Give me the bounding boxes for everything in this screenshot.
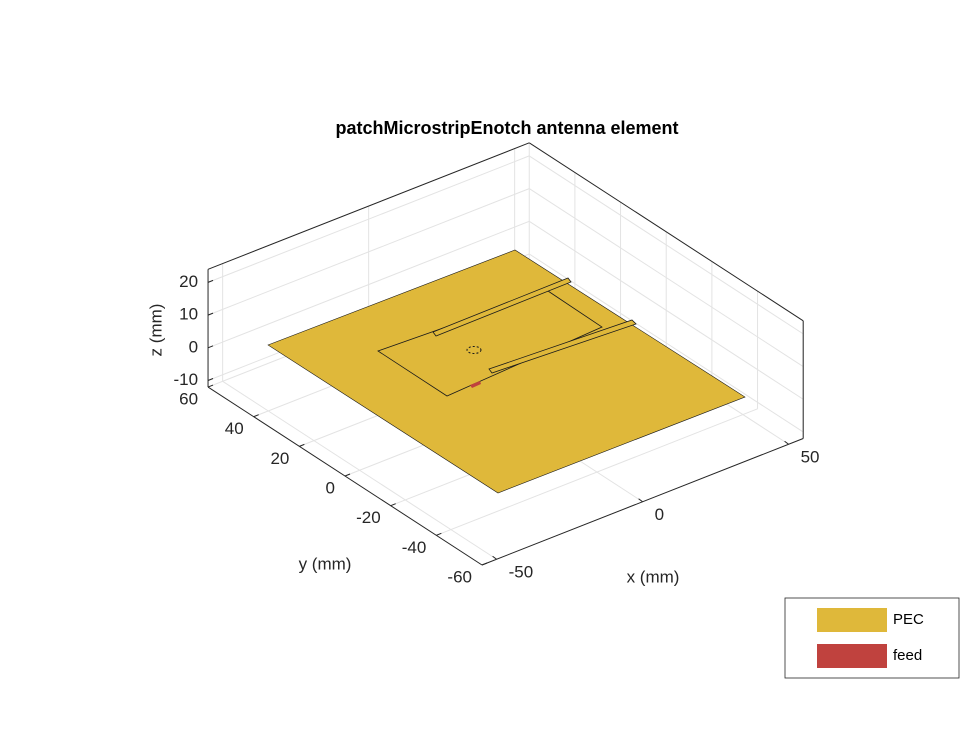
feed-probe-outline (466, 346, 482, 354)
ground-plane (267, 249, 746, 494)
z-tick-label: 10 (179, 305, 198, 324)
tick-mark (436, 532, 442, 536)
antenna-model (267, 249, 746, 494)
legend: PEC feed (784, 597, 960, 679)
tick-mark (784, 440, 789, 445)
tick-mark (207, 279, 214, 283)
y-tick-label: 20 (270, 449, 289, 468)
tick-mark (207, 312, 214, 316)
tick-mark (481, 562, 488, 566)
tick-mark (492, 555, 497, 560)
chart-title: patchMicrostripEnotch antenna element (335, 118, 678, 138)
axis-line (207, 142, 530, 270)
slot (432, 277, 572, 337)
y-tick-label: -20 (356, 508, 381, 527)
y-tick-label: 60 (179, 390, 198, 409)
x-tick-label: 0 (655, 505, 664, 524)
tick-mark (253, 414, 259, 418)
tick-mark (207, 345, 214, 349)
tick-mark (207, 384, 214, 388)
x-axis-label: x (mm) (627, 567, 680, 586)
grid-line (207, 155, 530, 283)
legend-swatch (817, 644, 887, 668)
tick-mark (344, 473, 351, 477)
y-tick-label: -40 (402, 538, 427, 557)
feed (470, 381, 481, 388)
grid-line (528, 155, 804, 335)
grid-line (528, 253, 804, 433)
z-tick-label: 20 (179, 272, 198, 291)
tick-labels: -50 0 50 -60 -40 -20 0 20 40 60-10 0 10 20 (173, 272, 819, 587)
tick-mark (207, 378, 214, 381)
x-tick-label: 50 (801, 448, 820, 467)
legend-swatch (817, 608, 887, 632)
tick-mark (299, 443, 305, 447)
axis-line (528, 142, 804, 322)
y-tick-label: 0 (326, 479, 335, 498)
z-axis-label: z (mm) (146, 304, 165, 357)
grid-line (207, 220, 530, 349)
y-tick-label: -60 (447, 567, 472, 586)
grid-line (436, 408, 758, 536)
axes-box (207, 142, 804, 566)
y-tick-label: 40 (225, 419, 244, 438)
x-tick-label: -50 (509, 563, 534, 582)
y-axis-label: y (mm) (299, 554, 352, 573)
legend-label: PEC (893, 611, 924, 628)
z-tick-label: -10 (173, 370, 198, 389)
tick-mark (638, 498, 643, 503)
z-tick-label: 0 (189, 337, 198, 356)
grid-line (528, 220, 804, 400)
grid-line (207, 188, 530, 316)
slot (488, 319, 637, 374)
legend-label: feed (893, 647, 922, 664)
tick-mark (390, 503, 396, 507)
grid-line (528, 188, 804, 367)
